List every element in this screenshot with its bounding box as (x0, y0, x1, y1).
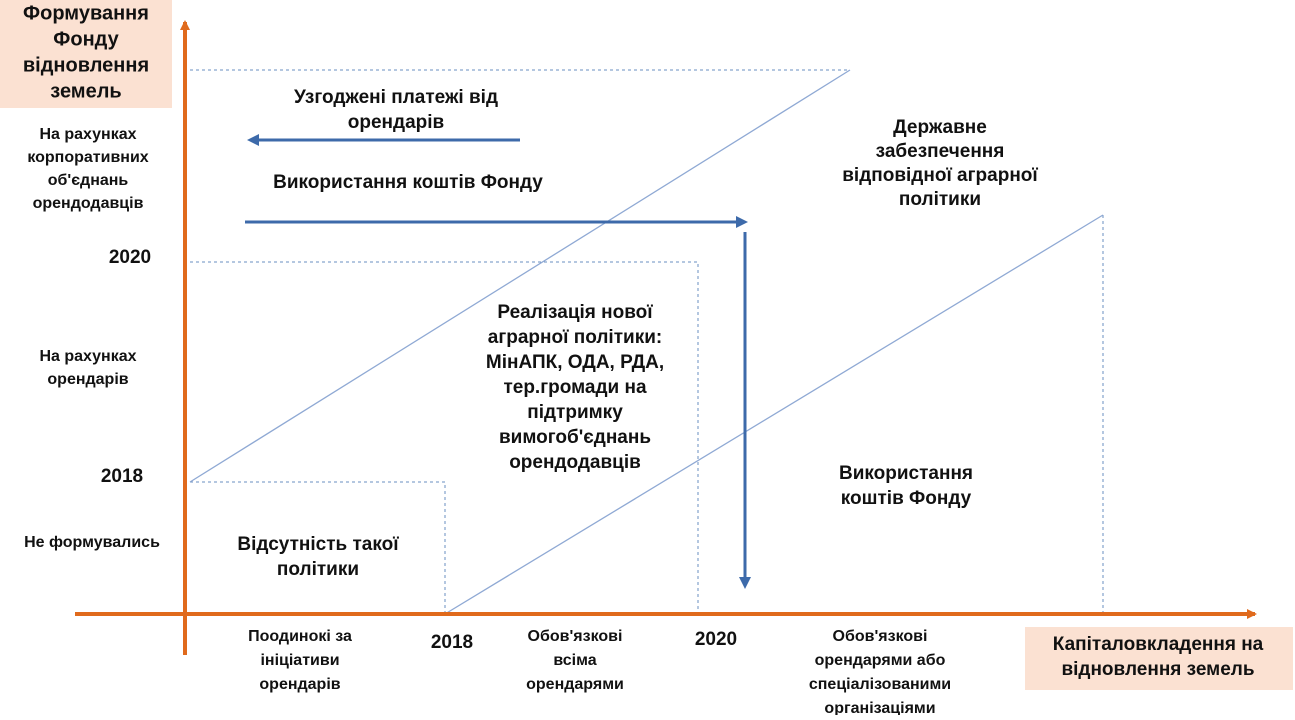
annotation: вимогоб'єднань (499, 427, 651, 448)
y-label: Не формувались (24, 534, 160, 551)
y-axis-title: земель (50, 80, 121, 102)
x-title-box (1025, 627, 1293, 690)
x-label: орендарів (259, 676, 340, 693)
y-label: орендодавців (33, 195, 144, 212)
annotation: Відсутність такої (237, 534, 399, 555)
annotation: коштів Фонду (841, 488, 972, 509)
y-label: об'єднань (48, 172, 129, 189)
annotation: Узгоджені платежі від (294, 87, 498, 108)
annotation: відповідної аграрної (842, 165, 1038, 186)
annotation: політики (899, 189, 981, 210)
x-axis-title: Капіталовкладення на (1053, 634, 1264, 655)
y-label: корпоративних (27, 149, 148, 166)
x-label: орендарями (526, 676, 624, 693)
diagonal (444, 214, 1104, 615)
x-label: всіма (553, 652, 596, 669)
annotation: аграрної політики: (488, 327, 662, 348)
y-label: 2020 (109, 247, 151, 268)
annotation: політики (277, 559, 359, 580)
y-label: 2018 (101, 466, 143, 487)
annotation: орендодавців (509, 452, 641, 473)
y-axis-title: Формування (23, 2, 149, 24)
annotation: МінАПК, ОДА, РДА, (486, 352, 664, 373)
y-label: На рахунках (39, 126, 136, 143)
annotation: тер.громади на (503, 377, 646, 398)
y-label: На рахунках (39, 348, 136, 365)
y-axis-title: відновлення (23, 54, 149, 76)
labels: Формування Фонду відновлення земель Капітало… (23, 2, 1264, 717)
annotation: забезпечення (876, 141, 1005, 162)
x-label: Обов'язкові (528, 628, 623, 645)
x-label: орендарями або (815, 652, 946, 669)
annotation: Реалізація нової (497, 302, 653, 323)
y-label: орендарів (47, 371, 128, 388)
annotation: орендарів (348, 112, 444, 133)
x-axis-title: відновлення земель (1061, 659, 1254, 680)
annotation: Використання коштів Фонду (273, 172, 543, 193)
x-label: Поодинокі за (248, 628, 352, 645)
x-label: 2020 (695, 629, 737, 650)
x-label: ініціативи (260, 652, 339, 669)
annotation: Використання (839, 463, 973, 484)
guide-line (190, 481, 446, 614)
y-title-box (0, 0, 172, 108)
annotation: Державне (893, 117, 987, 138)
annotation: підтримку (527, 402, 623, 423)
x-label: 2018 (431, 632, 473, 653)
x-label: спеціалізованими (809, 676, 951, 693)
x-label: організаціями (824, 700, 935, 715)
x-label: Обов'язкові (833, 628, 928, 645)
guide-line (190, 261, 699, 614)
diagonal (189, 69, 851, 483)
y-axis-title: Фонду (53, 28, 119, 50)
